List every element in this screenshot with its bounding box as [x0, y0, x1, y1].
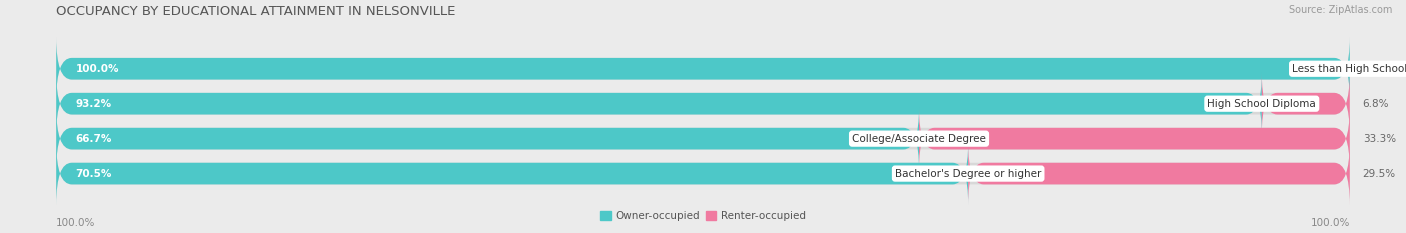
Text: OCCUPANCY BY EDUCATIONAL ATTAINMENT IN NELSONVILLE: OCCUPANCY BY EDUCATIONAL ATTAINMENT IN N…: [56, 5, 456, 18]
Text: College/Associate Degree: College/Associate Degree: [852, 134, 986, 144]
Text: 100.0%: 100.0%: [76, 64, 120, 74]
Text: 66.7%: 66.7%: [76, 134, 112, 144]
Text: High School Diploma: High School Diploma: [1208, 99, 1316, 109]
FancyBboxPatch shape: [56, 142, 1350, 205]
FancyBboxPatch shape: [56, 38, 1350, 100]
Text: 0.0%: 0.0%: [1362, 64, 1389, 74]
Text: 33.3%: 33.3%: [1362, 134, 1396, 144]
FancyBboxPatch shape: [56, 38, 1350, 100]
FancyBboxPatch shape: [969, 142, 1350, 205]
FancyBboxPatch shape: [56, 108, 1350, 170]
Text: Bachelor's Degree or higher: Bachelor's Degree or higher: [896, 169, 1042, 178]
FancyBboxPatch shape: [920, 108, 1350, 170]
FancyBboxPatch shape: [56, 73, 1350, 135]
FancyBboxPatch shape: [56, 142, 969, 205]
Text: 70.5%: 70.5%: [76, 169, 112, 178]
Text: 93.2%: 93.2%: [76, 99, 111, 109]
Legend: Owner-occupied, Renter-occupied: Owner-occupied, Renter-occupied: [596, 207, 810, 226]
Text: 29.5%: 29.5%: [1362, 169, 1396, 178]
Text: 6.8%: 6.8%: [1362, 99, 1389, 109]
Text: 100.0%: 100.0%: [1310, 218, 1350, 228]
Text: Source: ZipAtlas.com: Source: ZipAtlas.com: [1288, 5, 1392, 15]
FancyBboxPatch shape: [56, 73, 1261, 135]
Text: 100.0%: 100.0%: [56, 218, 96, 228]
FancyBboxPatch shape: [1261, 73, 1350, 135]
Text: Less than High School: Less than High School: [1292, 64, 1406, 74]
FancyBboxPatch shape: [56, 108, 920, 170]
